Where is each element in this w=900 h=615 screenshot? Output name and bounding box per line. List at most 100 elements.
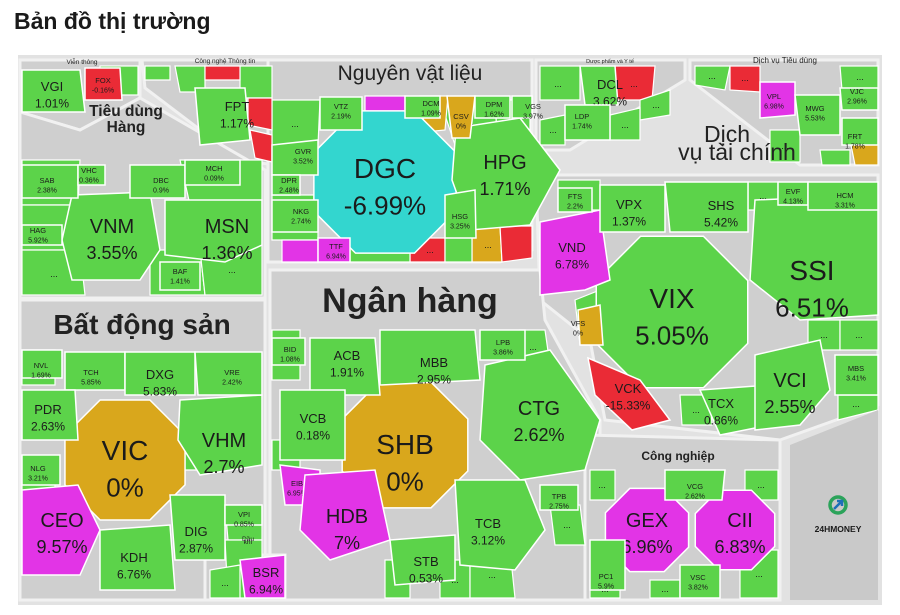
stock-cell-hdb[interactable]: HDB 7% [299,469,391,561]
stock-cell-fox[interactable]: FOX -0.16% [84,67,123,101]
stock-cell-vgs[interactable]: VGS 3.97% [511,95,543,121]
stock-change: 6.96% [621,537,672,557]
stock-cell-vsc[interactable]: VSC 3.82% [679,564,721,599]
more-indicator: ... [50,269,58,279]
stock-cell-shape [169,494,226,561]
stock-cell-shape [754,339,831,431]
stock-cell-msn[interactable]: MSN 1.36% [164,199,263,263]
stock-change: 7% [334,533,360,553]
stock-cell-kdh[interactable]: KDH 6.76% [99,524,176,591]
stock-cell-mbb[interactable]: MBB 2.95% [379,329,481,386]
stock-symbol: HSG [452,212,468,221]
stock-change: 6.51% [775,292,849,322]
stock-cell-baf[interactable]: BAF 1.41% [159,261,201,291]
more-indicator: ... [529,342,537,352]
stock-cell-bid[interactable]: BID 1.08% [271,337,306,366]
stock-cell-ttf[interactable]: TTF 6.94% [317,237,351,263]
stock-symbol: TCH [83,368,98,377]
stock-symbol: MCH [205,164,222,173]
stock-cell-vtz[interactable]: VTZ 2.19% [319,96,363,131]
stock-cell-csv[interactable]: CSV 0% [446,95,476,139]
stock-cell-vhc[interactable]: VHC 0.36% [77,164,106,186]
stock-cell-ldp[interactable]: LDP 1.74% [564,104,611,141]
stock-symbol: HDB [326,506,368,528]
stock-cell-bsr[interactable]: BSR 6.94% [239,554,286,599]
stock-cell-hcm[interactable]: HCM 3.31% [807,181,879,211]
stock-cell-vcb[interactable]: VCB 0.18% [279,389,346,461]
stock-cell-dcm[interactable]: DCM 1.09% [404,95,441,119]
stock-cell-vnd[interactable]: VND 6.78% [539,209,611,296]
stock-cell-hag[interactable]: HAG 5.92% [21,224,63,246]
stock-symbol: DIG [184,524,207,539]
stock-cell-fpt[interactable]: FPT 1.17% [194,87,254,146]
stock-cell-gvr[interactable]: GVR 3.52% [271,139,319,176]
stock-change: 3.31% [835,203,855,210]
stock-change: 0.18% [296,428,330,442]
stock-cell-ssi[interactable]: SSI 6.51% [749,194,879,322]
stock-cell-vgi[interactable]: VGI 1.01% [21,69,86,113]
stock-cell-fts[interactable]: FTS 2.2% [557,187,593,213]
stock-cell-vpl[interactable]: VPL 6.98% [759,81,796,119]
stock-symbol: MBS [848,364,864,373]
stock-cell-tcb[interactable]: TCB 3.12% [454,479,546,571]
stock-cell-vic[interactable]: VIC 0% [64,399,186,521]
stock-cell-cii[interactable]: CII 6.83% [694,489,776,571]
stock-cell-sab[interactable]: SAB 2.38% [21,164,79,199]
stock-cell-dgc[interactable]: DGC -6.99% [313,110,457,254]
stock-cell-vjc[interactable]: VJC 2.96% [839,87,879,111]
stock-cell-vix[interactable]: VIX 5.05% [595,235,749,389]
stock-cell-pc1[interactable]: PC1 5.9% [589,539,626,591]
stock-cell-shs[interactable]: SHS 5.42% [664,181,749,233]
stock-change: 1.41% [170,279,190,286]
group-label: Nguyên vật liệu [338,62,483,85]
more-indicator: ... [621,120,629,130]
stock-cell-tcx[interactable]: TCX 0.86% [698,384,771,436]
stock-cell-hpg[interactable]: HPG 1.71% [451,117,561,231]
stock-cell-nkg[interactable]: NKG 2.74% [271,199,319,233]
stock-cell-mbs[interactable]: MBS 3.41% [834,354,879,396]
stock-cell-nvl[interactable]: NVL 1.69% [21,349,63,380]
stock-cell-dpr[interactable]: DPR 2.48% [271,174,301,196]
stock-change: 0.09% [204,176,224,183]
stock-cell-tpb[interactable]: TPB 2.75% [539,484,579,511]
stock-cell-evf[interactable]: EVF 4.13% [777,181,809,206]
stock-cell-tch[interactable]: TCH 5.85% [64,351,126,391]
stock-change: 5.92% [28,238,48,245]
stock-symbol: DPM [486,100,503,109]
stock-cell-hsg[interactable]: HSG 3.25% [444,189,477,239]
stock-cell-vfs[interactable]: VFS 0% [571,304,604,346]
filler-cell [694,65,731,91]
stock-cell-lpb[interactable]: LPB 3.86% [479,329,526,361]
stock-cell-ceo[interactable]: CEO 9.57% [21,484,101,576]
stock-symbol: VIX [649,283,694,314]
stock-cell-stb[interactable]: STB 0.53% [389,534,456,586]
page-title: Bản đồ thị trường [14,8,211,34]
stock-cell-dig[interactable]: DIG 2.87% [169,494,226,561]
group-label: Bất động sản [53,309,230,340]
more-indicator: ... [741,73,749,83]
stock-cell-acb[interactable]: ACB 1.91% [309,337,381,396]
stock-cell-gex[interactable]: GEX 6.96% [604,487,690,573]
stock-cell-dxg[interactable]: DXG 5.83% [124,351,196,398]
stock-cell-ctg[interactable]: CTG 2.62% [479,349,601,481]
stock-cell-mwg[interactable]: MWG 5.53% [794,94,841,136]
stock-cell-vcg[interactable]: VCG 2.62% [664,469,726,501]
stock-change: 2.62% [513,425,564,445]
stock-cell-pdr[interactable]: PDR 2.63% [21,389,79,441]
stock-cell-dpm[interactable]: DPM 1.62% [474,95,511,119]
stock-cell-mch[interactable]: MCH 0.09% [184,159,241,186]
stock-cell-vpx[interactable]: VPX 1.37% [599,184,666,233]
stock-cell-vre[interactable]: VRE 2.42% [194,351,263,396]
stock-cell-vnm[interactable]: VNM 3.55% [61,191,161,281]
stock-cell-frt[interactable]: FRT 1.78% [841,117,879,151]
stock-cell-vhm[interactable]: VHM 2.7% [177,394,263,477]
stock-cell-vci[interactable]: VCI 2.55% [754,339,831,431]
stock-symbol: FRT [848,132,863,141]
stock-change: -0.16% [92,88,114,95]
stock-change: 9.57% [36,537,87,557]
stock-cell-dbc[interactable]: DBC 0.9% [129,164,186,199]
stock-cell-nlg[interactable]: NLG 3.21% [21,454,61,486]
stock-cell-vpi[interactable]: VPI 0.85% [224,504,263,529]
stock-cell-vck[interactable]: VCK -15.33% [587,356,672,431]
